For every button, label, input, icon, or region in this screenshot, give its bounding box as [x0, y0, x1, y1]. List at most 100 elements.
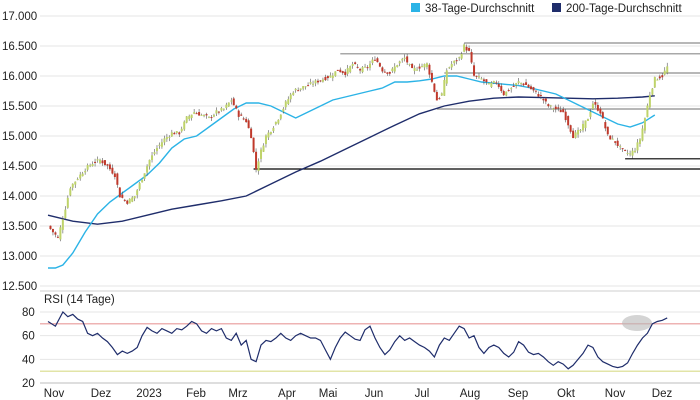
candle-body — [438, 98, 441, 100]
candle-body — [485, 79, 488, 83]
price-y-tick-label: 14.000 — [2, 191, 37, 203]
candle-body — [235, 105, 238, 109]
candlestick — [495, 80, 498, 85]
candlestick — [136, 188, 139, 199]
candle-body — [272, 127, 275, 132]
candlestick — [634, 147, 637, 154]
candlestick — [616, 137, 619, 148]
candle-body — [569, 125, 572, 132]
candlestick — [522, 82, 525, 87]
candle-body — [155, 148, 158, 152]
price-y-tick-label: 16.000 — [2, 71, 37, 83]
candlestick — [515, 82, 518, 89]
x-axis: Nov Dez 2023 Feb Mrz Apr Mai Jun Jul Aug Sep Okt Nov… — [40, 382, 700, 400]
candlestick — [264, 134, 267, 148]
candle-body — [341, 71, 344, 74]
candle-body — [611, 138, 614, 140]
candlestick — [66, 195, 69, 209]
price-y-axis-ticks: 17.000 16.500 16.000 15.500 15.000 14.500 14.0… — [2, 11, 37, 293]
candlestick — [559, 106, 562, 113]
candlestick — [212, 113, 215, 118]
candle-body — [658, 76, 661, 79]
candle-body — [418, 66, 421, 69]
candlestick — [255, 148, 258, 173]
candlestick — [646, 103, 649, 118]
candlestick — [423, 63, 426, 71]
candlestick — [517, 77, 520, 85]
candle-body — [113, 173, 116, 177]
candle-body — [475, 75, 478, 77]
price-y-tick-label: 13.500 — [2, 221, 37, 233]
rsi-y-tick-label: 80 — [22, 307, 35, 319]
candlestick — [388, 71, 391, 76]
candlestick — [376, 56, 379, 63]
candlestick — [329, 72, 332, 78]
x-tick-label: Apr — [278, 388, 296, 400]
candle-body — [539, 95, 542, 97]
candlestick — [525, 78, 528, 85]
candle-body — [487, 83, 490, 85]
candlestick — [282, 107, 285, 114]
candle-body — [393, 66, 396, 72]
candle-body — [634, 150, 637, 153]
candlestick — [586, 118, 589, 121]
candle-body — [448, 67, 451, 69]
candlestick — [351, 61, 354, 69]
candle-body — [564, 111, 567, 121]
candlestick — [485, 79, 488, 86]
candle-body — [663, 70, 666, 75]
candlestick — [165, 133, 168, 142]
candlestick — [527, 83, 530, 88]
candlestick — [175, 130, 178, 135]
candlestick — [421, 63, 424, 68]
candle-body — [554, 106, 557, 110]
candle-body — [59, 227, 62, 240]
candle-body — [123, 199, 126, 201]
candle-body — [430, 72, 433, 82]
candlestick — [482, 77, 485, 85]
candle-body — [500, 85, 503, 92]
candle-body — [302, 86, 305, 89]
candlestick — [492, 80, 495, 85]
candlestick — [648, 91, 651, 109]
candlestick — [487, 82, 490, 85]
candle-body — [495, 82, 498, 84]
candlestick — [428, 63, 431, 78]
candle-body — [131, 197, 134, 202]
candle-body — [455, 60, 458, 62]
candlestick — [547, 103, 550, 108]
candlestick — [371, 57, 374, 66]
candle-body — [510, 88, 513, 90]
candle-body — [148, 159, 151, 167]
candle-body — [542, 98, 545, 101]
candle-body — [346, 68, 349, 74]
rsi-y-tick-label: 60 — [22, 331, 35, 343]
candlestick — [549, 104, 552, 109]
candlestick — [450, 61, 453, 71]
candlestick — [373, 56, 376, 61]
candle-body — [195, 113, 198, 115]
candle-body — [547, 104, 550, 107]
candlestick — [131, 196, 134, 203]
candlestick — [252, 137, 255, 154]
candle-body — [604, 122, 607, 129]
candle-body — [512, 85, 515, 87]
candle-body — [480, 78, 483, 80]
candle-body — [245, 118, 248, 123]
candle-body — [165, 136, 168, 140]
candle-body — [336, 69, 339, 71]
candlestick — [344, 69, 347, 78]
candle-body — [356, 66, 359, 68]
candle-body — [527, 84, 530, 88]
candle-body — [312, 83, 315, 85]
x-tick-label: Mai — [319, 388, 338, 400]
candle-body — [378, 63, 381, 67]
candlestick — [56, 234, 59, 239]
candlestick — [49, 225, 52, 230]
candlestick — [205, 112, 208, 119]
candle-body — [572, 130, 575, 139]
candle-body — [220, 108, 223, 111]
candle-body — [339, 69, 342, 73]
candle-body — [64, 209, 67, 219]
